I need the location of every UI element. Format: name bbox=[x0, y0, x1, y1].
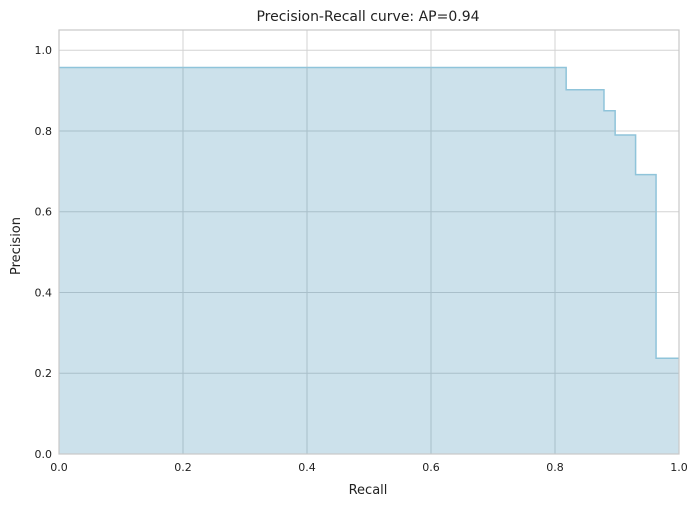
y-tick-label: 0.0 bbox=[35, 448, 53, 461]
spines bbox=[58, 29, 680, 455]
area-layer bbox=[59, 66, 679, 454]
plot-frame bbox=[58, 29, 680, 455]
x-tick-label: 0.2 bbox=[174, 461, 192, 474]
grid-through-fill bbox=[59, 67, 679, 454]
chart-title: Precision-Recall curve: AP=0.94 bbox=[256, 9, 479, 25]
y-tick-label: 0.4 bbox=[35, 286, 53, 299]
y-tick-label: 0.2 bbox=[35, 367, 53, 380]
x-tick-label: 1.0 bbox=[670, 461, 688, 474]
x-tick-label: 0.6 bbox=[422, 461, 440, 474]
y-axis-label: Precision bbox=[9, 217, 24, 275]
x-axis-label: Recall bbox=[349, 483, 388, 498]
pr-area-fill bbox=[59, 67, 679, 454]
y-tick-label: 0.6 bbox=[35, 206, 53, 219]
pr-step-line bbox=[59, 66, 679, 360]
x-tick-label: 0.8 bbox=[546, 461, 564, 474]
y-tick-label: 1.0 bbox=[35, 44, 53, 57]
y-tick-label: 0.8 bbox=[35, 125, 53, 138]
x-tick-label: 0.4 bbox=[298, 461, 316, 474]
grid-over bbox=[59, 67, 679, 454]
tick-labels: 0.0 0.2 0.4 0.6 0.8 1.0 0.0 0.2 0.4 0.6 0.8 1.0 bbox=[35, 44, 688, 474]
x-tick-label: 0.0 bbox=[50, 461, 68, 474]
